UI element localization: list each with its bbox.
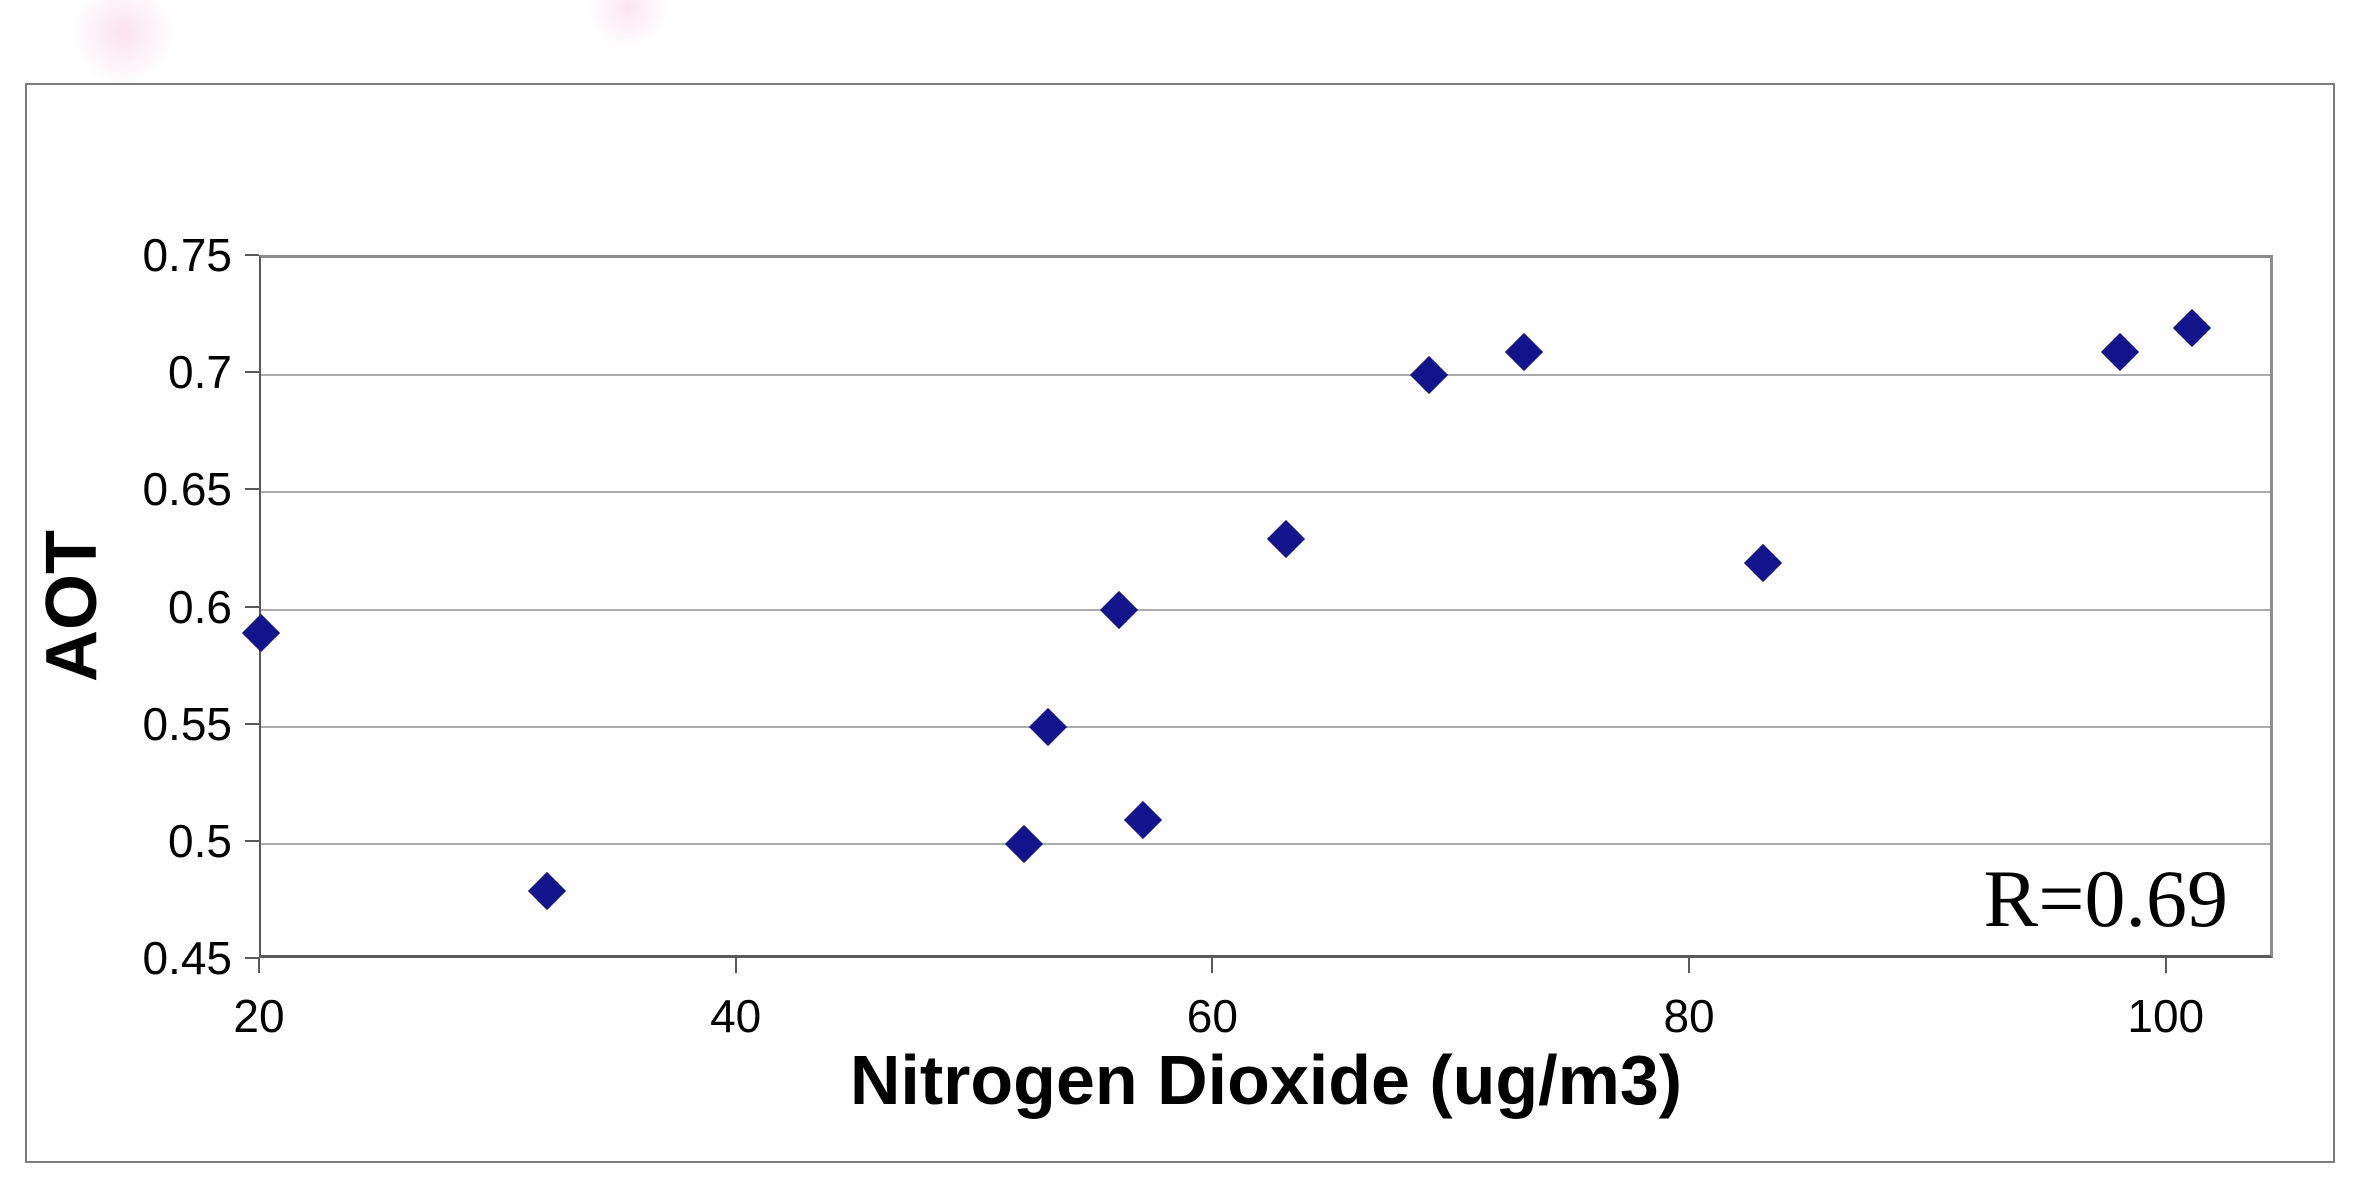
y-tick-mark [245, 371, 259, 374]
data-point-diamond [2100, 332, 2140, 371]
y-tick-mark [245, 957, 259, 959]
gridline [261, 608, 2270, 611]
x-tick-label: 20 [233, 990, 285, 1042]
x-tick-mark [1211, 958, 1214, 973]
data-point-diamond [1004, 824, 1043, 863]
correlation-annotation: R=0.69 [1983, 853, 2228, 944]
x-tick-mark [1688, 958, 1691, 973]
y-tick-label: 0.45 [142, 932, 232, 984]
data-point-diamond [1123, 801, 1162, 840]
gridline [261, 374, 2270, 377]
gridline [261, 725, 2270, 728]
y-tick-label: 0.65 [142, 463, 232, 516]
data-point-diamond [1743, 543, 1782, 582]
x-tick-mark [2164, 958, 2167, 973]
data-point-diamond [2172, 309, 2211, 348]
y-tick-label: 0.55 [142, 697, 232, 750]
pink-smudge [586, 0, 670, 50]
pink-smudge [70, 0, 176, 86]
data-point-diamond [1266, 520, 1305, 559]
data-point-diamond [1409, 356, 1448, 395]
x-tick-label: 100 [2127, 990, 2205, 1042]
gridline [261, 842, 2270, 845]
plot-area [241, 255, 2273, 958]
y-tick-label: 0.6 [168, 580, 232, 633]
x-axis-title: Nitrogen Dioxide (ug/m3) [849, 1041, 1683, 1119]
y-tick-mark [245, 254, 259, 256]
y-tick-mark [245, 722, 259, 725]
data-point-diamond [1099, 590, 1139, 629]
x-tick-label: 80 [1663, 990, 1715, 1042]
x-tick-label: 60 [1186, 990, 1238, 1042]
gridline [261, 491, 2270, 494]
y-tick-mark [245, 839, 259, 842]
x-tick-mark [258, 958, 260, 973]
y-tick-mark [245, 488, 259, 491]
y-tick-mark [245, 605, 259, 608]
y-tick-label: 0.7 [168, 346, 232, 399]
y-tick-label: 0.5 [168, 814, 232, 867]
x-tick-mark [734, 958, 737, 973]
data-point-diamond [527, 871, 567, 910]
y-tick-label: 0.75 [142, 229, 232, 281]
x-tick-label: 40 [710, 990, 762, 1042]
data-point-diamond [1028, 707, 1067, 746]
data-point-diamond [1505, 332, 1544, 371]
